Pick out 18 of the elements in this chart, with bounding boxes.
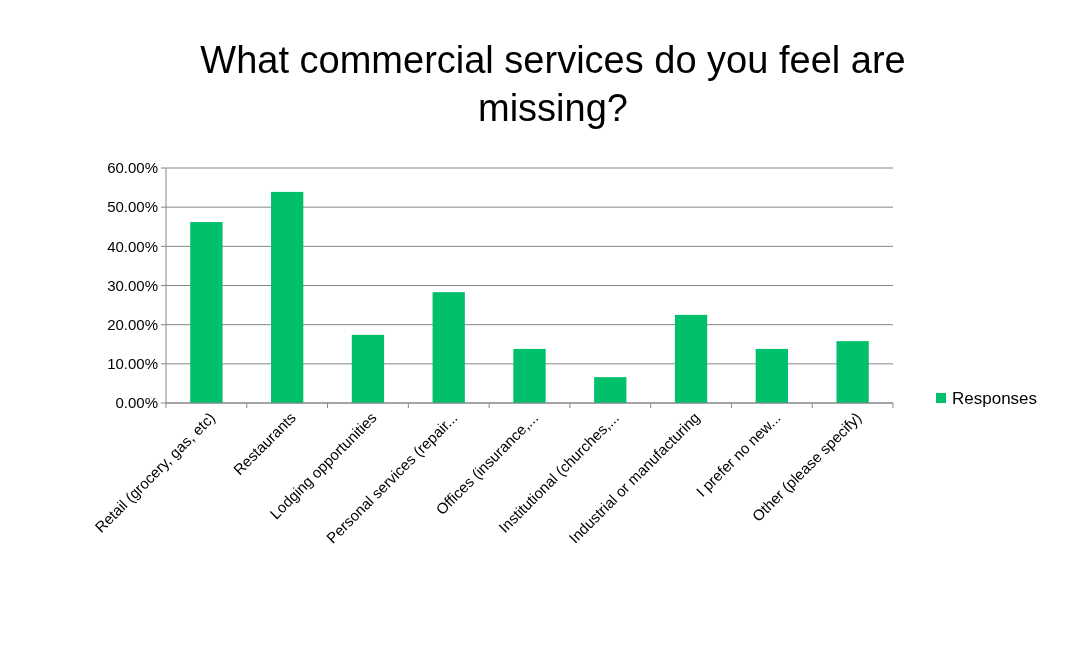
chart-title: What commercial services do you feel are missing? (200, 39, 906, 129)
bar (351, 334, 385, 403)
bar (594, 377, 627, 403)
y-tick-label: 20.00% (107, 315, 158, 333)
y-tick-label: 10.00% (107, 355, 158, 373)
legend-label: Responses (952, 388, 1038, 408)
bar (513, 348, 546, 403)
y-tick-label: 0.00% (115, 394, 158, 412)
y-tick-label: 60.00% (107, 159, 158, 177)
bar (674, 314, 708, 403)
y-tick-label: 50.00% (107, 198, 158, 216)
y-tick-label: 40.00% (107, 237, 158, 255)
bar (755, 348, 788, 403)
bar (271, 191, 304, 403)
bar (190, 222, 223, 403)
bar (432, 292, 465, 403)
y-tick-label: 30.00% (107, 276, 158, 294)
bar (836, 341, 869, 403)
